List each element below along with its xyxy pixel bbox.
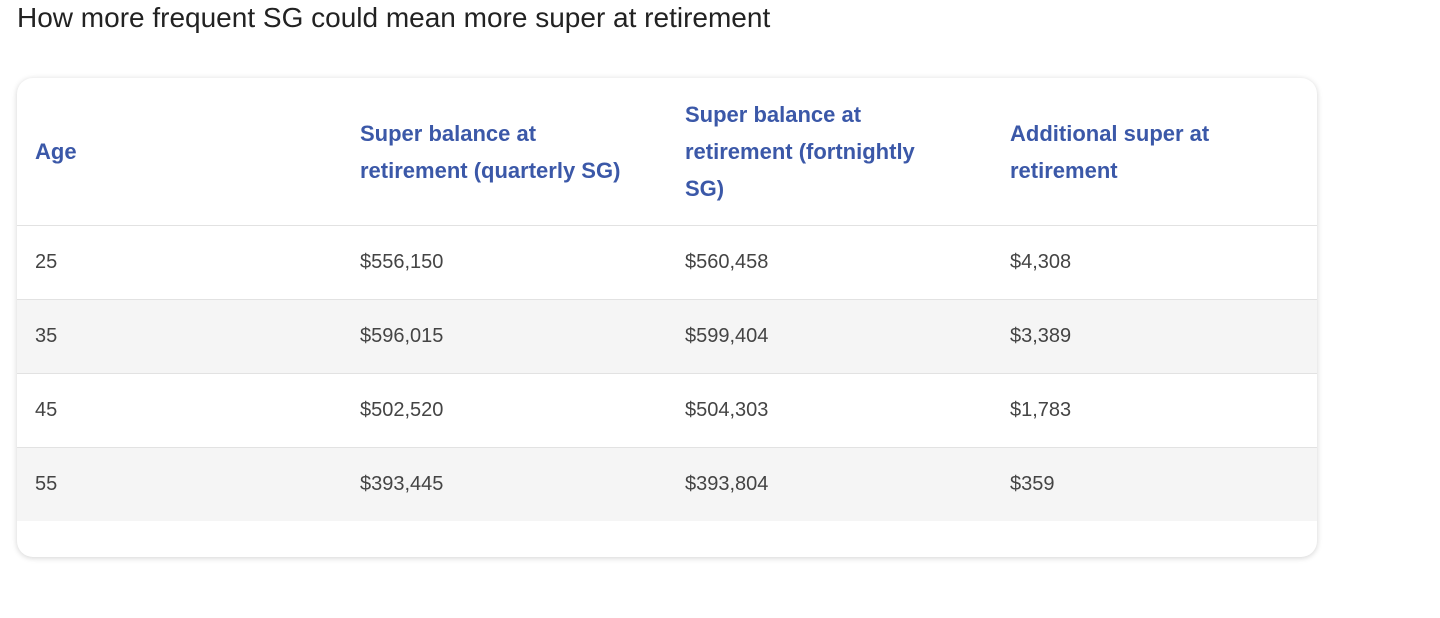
table-cell: $1,783 [1010,373,1317,448]
column-header-text: Super balance at retirement (fortnightly… [685,102,915,201]
table-row: 45 $502,520 $504,303 $1,783 [17,373,1317,448]
table-cell: 25 [17,225,360,300]
column-header: Super balance at retirement (fortnightly… [685,78,1010,226]
table-row: 25 $556,150 $560,458 $4,308 [17,225,1317,300]
column-header: Age [17,78,360,226]
header-row: Age Super balance at retirement (quarterl… [17,78,1317,226]
table-cell: $393,804 [685,447,1010,521]
column-header-text: Super balance at retirement (quarterly S… [360,120,621,183]
table-body: 25 $556,150 $560,458 $4,308 35 $596,015 $599,4… [17,225,1317,521]
table-row: 35 $596,015 $599,404 $3,389 [17,299,1317,374]
table-head: Age Super balance at retirement (quarterl… [17,78,1317,226]
data-table: Age Super balance at retirement (quarterl… [17,78,1317,521]
page-title: How more frequent SG could mean more sup… [17,2,771,33]
table-cell: 35 [17,299,360,374]
table-cell: $599,404 [685,299,1010,374]
table-cell: $596,015 [360,299,685,374]
column-header-text: Age [35,139,77,164]
table-cell: 55 [17,447,360,521]
table-cell: $560,458 [685,225,1010,300]
table-cell: $556,150 [360,225,685,300]
column-header: Additional super at retirement [1010,78,1317,226]
table-cell: $359 [1010,447,1317,521]
table-cell: $4,308 [1010,225,1317,300]
table-cell: 45 [17,373,360,448]
column-header-text: Additional super at retirement [1010,120,1210,183]
table-cell: $3,389 [1010,299,1317,374]
table-cell: $502,520 [360,373,685,448]
table-cell: $393,445 [360,447,685,521]
column-header: Super balance at retirement (quarterly S… [360,78,685,226]
table-card: Age Super balance at retirement (quarterl… [17,78,1317,557]
table-cell: $504,303 [685,373,1010,448]
table-row: 55 $393,445 $393,804 $359 [17,447,1317,521]
